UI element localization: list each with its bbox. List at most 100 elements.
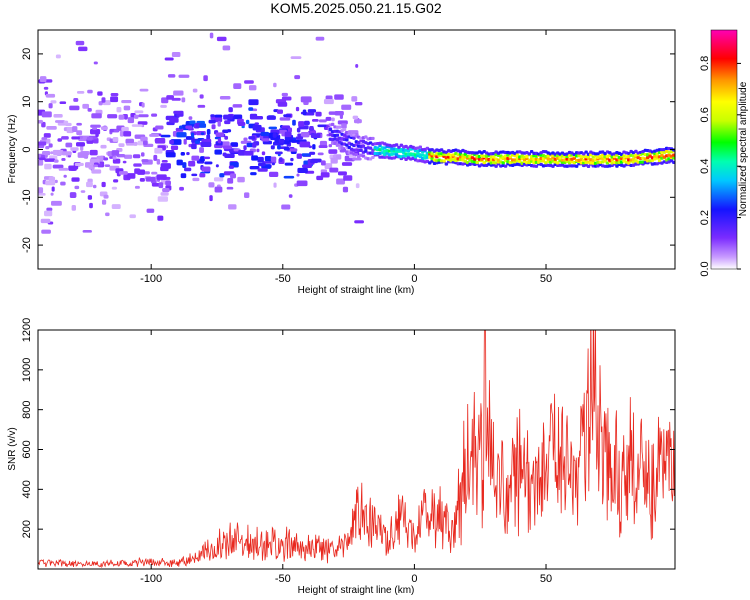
spectrogram-cell <box>277 145 281 150</box>
spectrogram-cell <box>271 162 275 166</box>
spectrogram-cell <box>38 141 47 146</box>
spectrogram-cell <box>155 125 164 130</box>
spectrogram-cell <box>141 152 145 157</box>
spectrogram-cell <box>111 186 118 190</box>
spectrogram-cell <box>371 136 375 141</box>
spectrogram-cell <box>222 145 233 150</box>
spectrogram-cell <box>257 162 266 167</box>
spectrogram-cell <box>257 168 268 172</box>
spectrogram-cell <box>74 185 80 190</box>
spectrogram-cell <box>101 181 106 188</box>
spectrogram-cell <box>296 180 308 187</box>
spectrogram-cell <box>318 145 328 148</box>
spectrogram-cell <box>354 220 364 224</box>
spectrogram-cell <box>38 159 44 166</box>
spectrogram-cell <box>185 125 193 129</box>
spectrogram-cell <box>248 99 259 106</box>
spectrogram-cell <box>160 192 169 196</box>
spectrogram-cell <box>199 173 206 178</box>
spectrogram-cell <box>178 74 190 78</box>
spectrogram-y-tick-label: -20 <box>21 237 33 253</box>
spectrogram-cell <box>69 192 77 198</box>
spectrogram-cell <box>82 103 90 109</box>
spectrogram-cell <box>341 162 353 166</box>
spectrogram-cell <box>243 137 248 142</box>
spectrogram-cell <box>134 110 144 114</box>
spectrogram-x-tick-label: -50 <box>275 273 291 285</box>
spectrogram-cell <box>92 127 98 130</box>
spectrogram-cell <box>237 176 245 183</box>
spectrogram-cell <box>318 119 327 123</box>
spectrogram-cell <box>249 165 260 170</box>
spectrogram-cell <box>199 123 207 128</box>
spectrogram-cell <box>50 100 57 104</box>
spectrogram-cell <box>492 155 496 159</box>
spectrogram-cell <box>308 145 313 149</box>
spectrogram-cell <box>112 156 117 160</box>
spectrogram-cell <box>254 122 260 125</box>
spectrogram-cell <box>93 61 98 65</box>
colorbar-tick-label: 0.0 <box>699 261 711 276</box>
spectrogram-cell <box>151 171 158 175</box>
spectrogram-y-tick-label: 10 <box>21 96 33 108</box>
spectrogram-cell <box>251 155 258 161</box>
spectrogram-x-axis-label: Height of straight line (km) <box>298 285 415 296</box>
spectrogram-cell <box>139 177 145 182</box>
spectrogram-cell <box>224 153 235 158</box>
spectrogram-cell <box>230 142 238 147</box>
spectrogram-cell <box>288 194 293 198</box>
spectrogram-cell <box>494 164 498 168</box>
spectrogram-cell <box>248 85 257 91</box>
spectrogram-cell <box>351 96 358 102</box>
spectrogram-cell <box>290 56 302 60</box>
spectrogram-cell <box>76 91 85 94</box>
spectrogram-cell <box>264 156 272 162</box>
spectrogram-cell <box>43 86 49 90</box>
spectrogram-y-tick-label: 0 <box>21 146 33 152</box>
spectrogram-cell <box>78 46 88 52</box>
spectrogram-cell <box>244 150 254 156</box>
spectrogram-cell <box>38 193 46 196</box>
spectrogram-cell <box>143 140 148 146</box>
spectrogram-cell <box>214 114 223 118</box>
spectrogram-cell <box>103 157 109 161</box>
spectrogram-cell <box>89 202 93 209</box>
spectrogram-cell <box>215 164 219 168</box>
spectrogram-cell <box>208 182 215 188</box>
spectrogram-cell <box>270 145 275 150</box>
snr-plot-area <box>38 330 675 569</box>
spectrogram-cell <box>214 186 223 193</box>
spectrogram-cell <box>133 163 142 167</box>
snr-panel: -100 -50 0 50 200 400 600 800 1000 1200 Height of… <box>7 318 676 596</box>
spectrogram-cell <box>345 138 349 142</box>
spectrogram-cell <box>332 154 337 158</box>
spectrogram-cell <box>71 177 80 182</box>
spectrogram-cell <box>191 143 197 150</box>
spectrogram-cell <box>133 114 139 119</box>
spectrogram-cell <box>331 117 335 122</box>
spectrogram-cell <box>309 125 314 131</box>
spectrogram-cells <box>38 32 675 234</box>
spectrogram-cell <box>68 165 77 171</box>
spectrogram-cell <box>161 160 168 163</box>
spectrogram-cell <box>45 93 56 98</box>
spectrogram-cell <box>534 164 539 168</box>
spectrogram-cell <box>189 120 196 125</box>
spectrogram-cell <box>171 51 181 58</box>
spectrogram-cell <box>310 129 316 134</box>
spectrogram-cell <box>222 152 227 157</box>
spectrogram-cell <box>156 174 167 180</box>
spectrogram-cell <box>39 76 47 83</box>
spectrogram-cell <box>89 149 98 156</box>
spectrogram-cell <box>325 116 332 121</box>
spectrogram-cell <box>139 88 149 92</box>
spectrogram-cell <box>317 124 327 128</box>
spectrogram-cell <box>111 150 120 156</box>
spectrogram-cell <box>342 127 347 132</box>
spectrogram-cell <box>87 89 93 94</box>
spectrogram-cell <box>203 156 211 160</box>
spectrogram-cell <box>86 181 93 188</box>
spectrogram-cell <box>244 80 254 84</box>
spectrogram-cell <box>123 131 132 137</box>
spectrogram-cell <box>338 125 342 129</box>
